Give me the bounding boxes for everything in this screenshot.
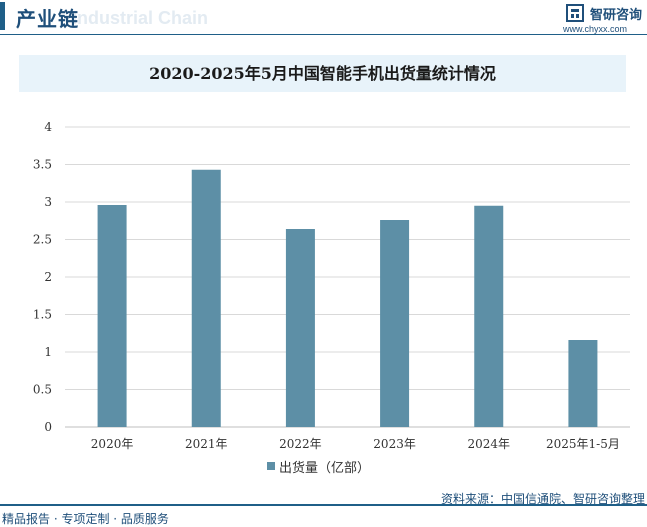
source-note: 资料来源：中国信通院、智研咨询整理 [440, 492, 645, 506]
logo-url: www.chyxx.com [563, 24, 628, 34]
x-tick-label: 2022年 [279, 437, 322, 451]
bar [380, 220, 410, 427]
y-tick-label: 2 [44, 270, 52, 284]
y-axis-ticks: 0 0.5 1 1.5 2 2.5 3 3.5 4 [33, 120, 52, 434]
y-tick-label: 3.5 [33, 158, 52, 172]
bar [191, 169, 221, 427]
x-tick-label: 2025年1-5月 [546, 437, 620, 451]
bar [285, 229, 315, 427]
y-tick-label: 3 [44, 195, 52, 209]
y-tick-label: 0 [44, 420, 52, 434]
legend-swatch [267, 462, 275, 470]
y-tick-label: 1.5 [33, 308, 52, 322]
y-tick-label: 4 [44, 120, 52, 134]
logo-name: 智研咨询 [590, 8, 643, 23]
x-tick-label: 2023年 [373, 437, 416, 451]
chart-title: 2020-2025年5月中国智能手机出货量统计情况 [149, 64, 496, 83]
chart-title-band [19, 55, 626, 92]
x-tick-label: 2021年 [185, 437, 228, 451]
y-tick-label: 1 [44, 345, 52, 359]
y-tick-label: 2.5 [33, 233, 52, 247]
footer-divider [0, 504, 647, 506]
legend-label: 出货量（亿部） [279, 461, 371, 476]
page-header: Industrial Chain 产业链 智研咨询 www.chyxx.com [0, 0, 647, 36]
bar [97, 205, 127, 427]
grid-lines [65, 126, 630, 428]
header-accent-bar [0, 2, 5, 30]
header-divider [0, 34, 647, 35]
footer-slogan: 精品报告 · 专项定制 · 品质服务 [2, 512, 169, 526]
x-tick-label: 2020年 [91, 437, 134, 451]
logo-icon [566, 4, 584, 22]
header-title: 产业链 [16, 7, 79, 31]
x-axis-ticks: 2020年 2021年 2022年 2023年 2024年 2025年1-5月 [91, 437, 620, 451]
bar [474, 205, 504, 427]
y-tick-label: 0.5 [33, 383, 52, 397]
x-tick-label: 2024年 [467, 437, 510, 451]
bars [97, 169, 598, 427]
bar [568, 340, 598, 427]
header-ghost-text: Industrial Chain [72, 8, 209, 28]
